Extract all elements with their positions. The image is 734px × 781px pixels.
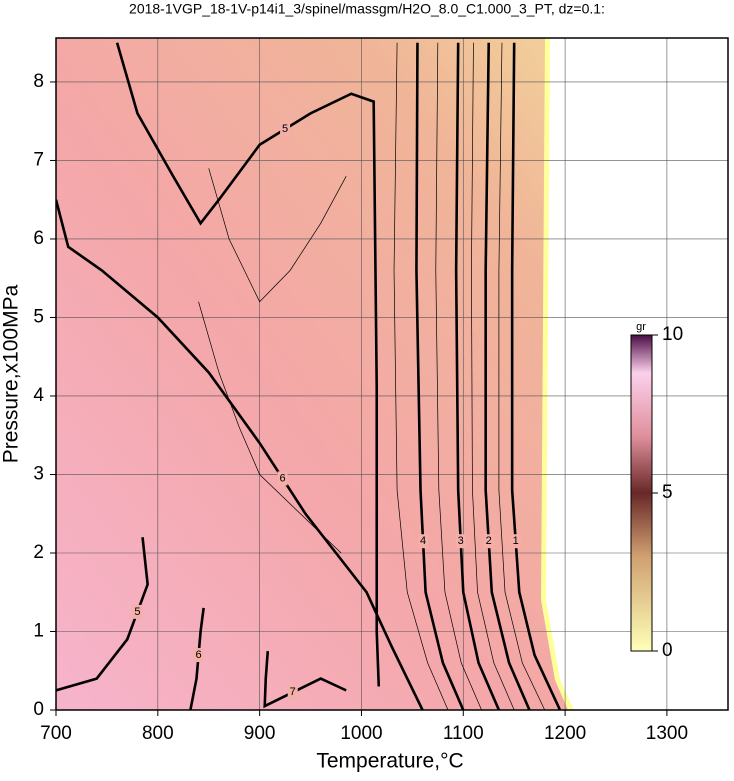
contour-line: [198, 301, 342, 554]
colorbar-ticks: 0 5 10: [652, 324, 683, 661]
chart-title: 2018-1VGP_18-1V-p14i1_3/spinel/massgm/H2…: [129, 1, 605, 17]
colorbar-tick-label: 5: [662, 482, 673, 503]
contour-label: 7: [290, 686, 296, 698]
contour-line: [56, 199, 424, 710]
y-axis-label: Pressure,x100MPa: [0, 284, 23, 463]
contour-label: 4: [420, 535, 426, 547]
contour-label: 2: [486, 535, 492, 547]
x-tick-label: 1300: [646, 723, 688, 744]
contour-label: 6: [279, 472, 285, 484]
contour-line: [435, 42, 482, 710]
contour-label-bg: [280, 122, 291, 137]
contour-line: [498, 42, 546, 710]
contour-label-bg: [418, 534, 429, 549]
contour-label: 3: [458, 535, 464, 547]
contour-label-bg: [277, 471, 288, 486]
contour-label-bg: [193, 648, 204, 663]
plot-frame: [55, 37, 729, 711]
colorbar-label: gr: [636, 321, 646, 333]
y-tick-label: 6: [33, 228, 44, 249]
y-tick-label: 2: [33, 542, 44, 563]
contour-label: 1: [513, 535, 519, 547]
y-tick-label: 1: [33, 621, 44, 642]
x-tick-label: 1000: [340, 723, 382, 744]
y-tick-label: 3: [33, 464, 44, 485]
y-tick-label: 4: [33, 385, 44, 406]
x-tick-label: 700: [40, 723, 72, 744]
y-tick-label: 8: [33, 71, 44, 92]
contour-label-bg: [132, 604, 143, 619]
field: [56, 38, 568, 710]
y-tick-label: 0: [33, 699, 44, 720]
contour-label-bg: [510, 534, 521, 549]
contour-line: [56, 537, 149, 692]
x-axis-label: Temperature,°C: [316, 750, 463, 773]
contour-label: 6: [195, 649, 201, 661]
colorbar-tick-label: 0: [662, 640, 673, 661]
contour-line: [208, 168, 347, 303]
contour-label: 5: [282, 123, 288, 135]
y-tick-label: 7: [33, 149, 44, 170]
x-tick-label: 900: [244, 723, 276, 744]
contours: 1 2 3 4 5 6 5 6 7: [56, 42, 562, 710]
contour-label: 5: [134, 606, 140, 618]
x-tick-label: 800: [142, 723, 174, 744]
contour-line: [393, 42, 449, 710]
colorbar-tick-label: 10: [662, 324, 683, 345]
x-tick-label: 1100: [443, 723, 484, 744]
contour-label-bg: [455, 534, 466, 549]
colorbar: [630, 334, 653, 652]
contour-label-bg: [483, 534, 494, 549]
contour-line: [263, 651, 347, 709]
y-tick-label: 5: [33, 306, 44, 327]
x-tick-label: 1200: [544, 723, 586, 744]
contour-line: [471, 42, 515, 710]
contour-label-bg: [287, 685, 298, 700]
